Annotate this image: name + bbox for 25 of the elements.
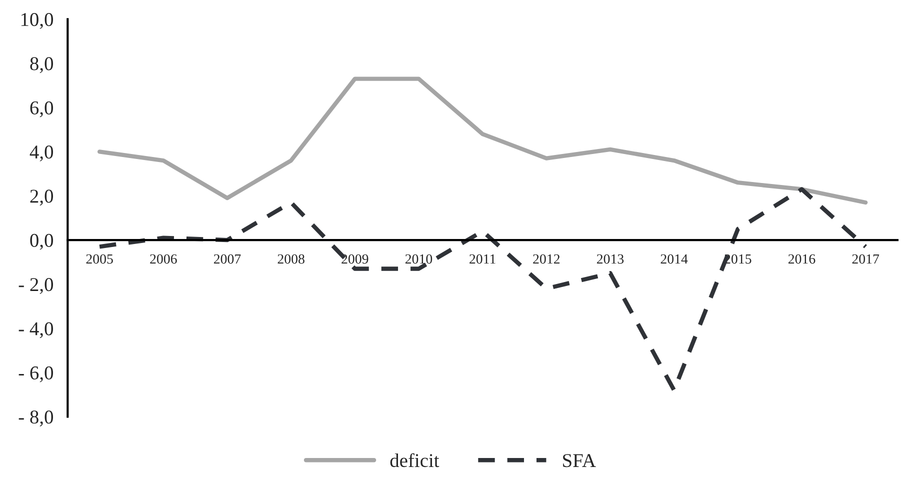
y-tick-label: 2,0 <box>30 190 54 206</box>
y-tick-label: - 8,0 <box>18 410 54 426</box>
x-tick-label: 2008 <box>278 254 304 264</box>
x-tick-label: 2005 <box>86 254 113 264</box>
line-series <box>97 76 868 205</box>
x-tick-label: 2009 <box>342 254 368 264</box>
y-tick-label: 8,0 <box>30 57 54 74</box>
legend-label: deficit <box>390 453 440 468</box>
x-tick-label: 2012 <box>533 254 560 264</box>
x-tick-label: 2010 <box>405 254 432 264</box>
x-tick-label: 2013 <box>596 254 624 264</box>
x-tick-label: 2007 <box>214 254 241 264</box>
x-tick-label: 2016 <box>788 254 816 264</box>
y-tick-label: - 2,0 <box>18 278 54 294</box>
y-tick-label: 4,0 <box>30 146 54 162</box>
legend-label: SFA <box>563 454 596 468</box>
y-tick-label: 6,0 <box>30 101 54 118</box>
x-tick-label: 2014 <box>660 254 688 264</box>
y-tick-label: 10,0 <box>21 12 54 29</box>
x-tick-label: 2006 <box>150 254 177 264</box>
y-tick-label: 0,0 <box>30 234 54 250</box>
x-tick-label: 2017 <box>852 254 880 264</box>
x-tick-label: 2011 <box>470 254 496 264</box>
y-tick-label: - 4,0 <box>18 322 54 338</box>
y-tick-label: - 6,0 <box>18 366 54 382</box>
